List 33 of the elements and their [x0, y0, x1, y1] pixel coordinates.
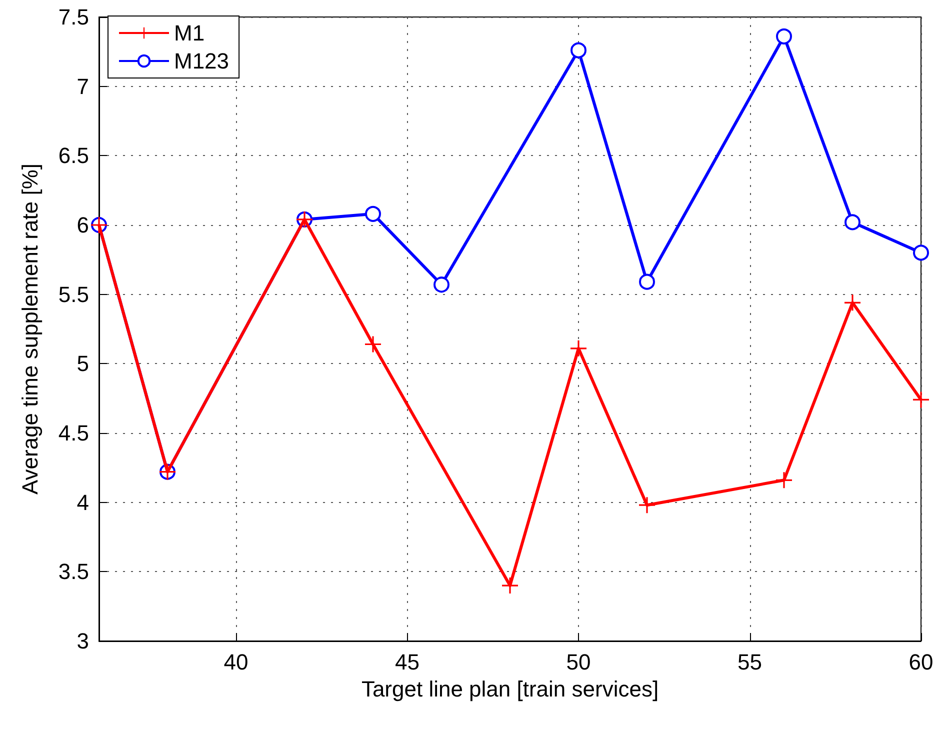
point	[639, 497, 655, 514]
point	[844, 294, 860, 311]
x-tick-label: 45	[395, 650, 420, 674]
point	[913, 244, 929, 261]
x-tick-label: 60	[908, 650, 934, 674]
point	[570, 42, 586, 58]
x-axis-title: Target line plan [train services]	[361, 676, 659, 702]
legend-label: M1	[174, 20, 205, 46]
x-tick-label: 40	[224, 650, 248, 674]
point	[570, 340, 586, 356]
point	[502, 578, 518, 594]
point	[776, 28, 792, 44]
y-tick-label: 6	[76, 212, 89, 238]
point	[776, 472, 792, 488]
point	[844, 214, 860, 230]
y-tick-label: 5.5	[58, 282, 89, 307]
point	[365, 336, 381, 352]
y-tick-label: 6.5	[58, 143, 89, 168]
point	[365, 206, 381, 222]
y-tick-label: 5	[76, 351, 89, 376]
x-tick-label: 50	[566, 650, 591, 674]
y-tick-label: 3.5	[58, 559, 89, 584]
point	[913, 392, 929, 408]
y-tick-label: 4	[76, 490, 89, 515]
y-tick-label: 7.5	[58, 4, 89, 30]
y-axis-title: Average time supplement rate [%]	[18, 164, 42, 494]
y-tick-label: 7	[76, 74, 89, 99]
y-tick-label: 4.5	[58, 420, 89, 446]
point	[434, 276, 450, 293]
legend-label: M123	[174, 48, 230, 74]
point	[639, 274, 655, 290]
x-tick-label: 55	[738, 650, 762, 674]
y-tick-label: 3	[76, 628, 89, 654]
